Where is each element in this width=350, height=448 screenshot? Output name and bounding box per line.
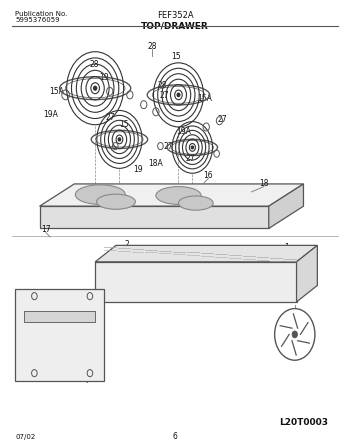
Text: 15A: 15A: [197, 94, 212, 103]
Ellipse shape: [97, 194, 135, 209]
Text: Publication No.: Publication No.: [15, 11, 68, 17]
Polygon shape: [24, 311, 95, 322]
Text: 16: 16: [203, 172, 213, 181]
Text: 5995376059: 5995376059: [15, 17, 60, 23]
Polygon shape: [40, 184, 303, 206]
Circle shape: [292, 331, 298, 338]
Text: 6: 6: [173, 432, 177, 441]
Text: 1: 1: [285, 243, 289, 252]
Text: 19: 19: [133, 165, 143, 174]
Text: 7: 7: [292, 330, 297, 339]
Text: 15: 15: [119, 120, 129, 129]
Circle shape: [191, 146, 194, 149]
Text: 27: 27: [159, 91, 169, 100]
Text: 18: 18: [259, 180, 269, 189]
Text: 28: 28: [148, 42, 157, 52]
Text: 15A: 15A: [49, 87, 64, 96]
Polygon shape: [296, 246, 317, 302]
Polygon shape: [95, 262, 296, 302]
Circle shape: [118, 138, 121, 141]
Text: TOP/DRAWER: TOP/DRAWER: [141, 22, 209, 30]
Ellipse shape: [156, 187, 201, 204]
Text: 27: 27: [218, 115, 228, 124]
Text: 27: 27: [106, 112, 116, 122]
Ellipse shape: [178, 196, 213, 210]
Text: FEF352A: FEF352A: [157, 11, 193, 20]
Circle shape: [177, 93, 180, 97]
Text: 19A: 19A: [44, 109, 58, 119]
Text: 4: 4: [83, 376, 88, 385]
Text: L20T0003: L20T0003: [279, 418, 328, 426]
Circle shape: [275, 309, 315, 360]
Text: 28: 28: [90, 60, 99, 69]
Text: 15: 15: [172, 52, 181, 61]
Text: 27: 27: [186, 154, 195, 163]
Text: 07/02: 07/02: [15, 434, 36, 440]
Text: 17: 17: [41, 225, 51, 234]
Text: 28: 28: [157, 81, 167, 90]
Text: 27: 27: [163, 142, 173, 151]
Polygon shape: [95, 246, 317, 262]
Text: 19A: 19A: [176, 127, 191, 136]
Polygon shape: [15, 289, 104, 381]
Polygon shape: [40, 206, 269, 228]
Text: 2: 2: [125, 241, 130, 250]
Circle shape: [94, 86, 97, 90]
Text: 19: 19: [99, 73, 109, 82]
Ellipse shape: [75, 185, 125, 204]
Polygon shape: [269, 184, 303, 228]
Text: 18A: 18A: [148, 159, 163, 168]
